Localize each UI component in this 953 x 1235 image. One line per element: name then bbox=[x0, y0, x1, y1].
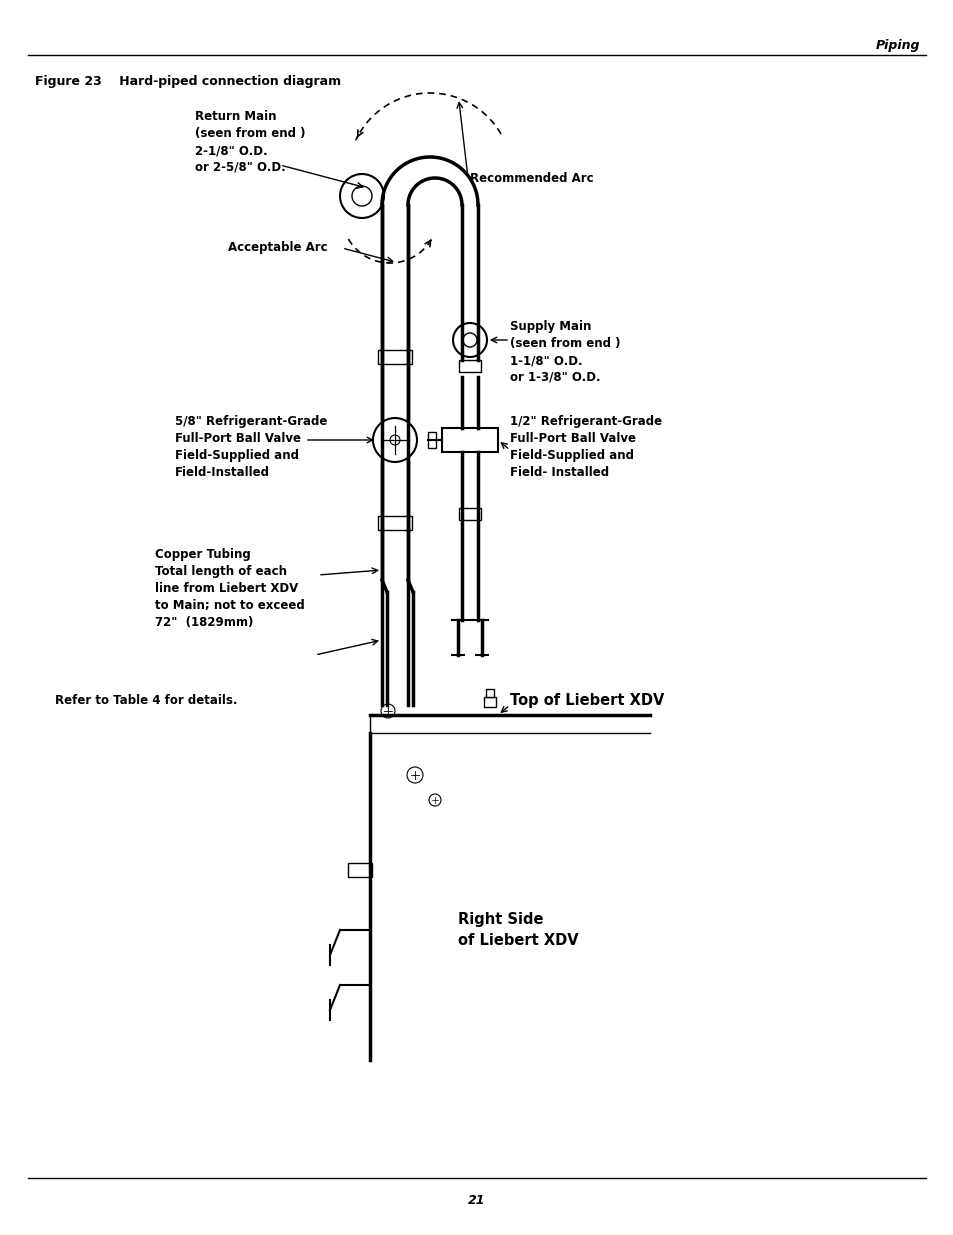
Text: Return Main
(seen from end )
2-1/8" O.D.
or 2-5/8" O.D.: Return Main (seen from end ) 2-1/8" O.D.… bbox=[194, 110, 305, 174]
Circle shape bbox=[407, 767, 422, 783]
Text: 5/8" Refrigerant-Grade
Full-Port Ball Valve
Field-Supplied and
Field-Installed: 5/8" Refrigerant-Grade Full-Port Ball Va… bbox=[174, 415, 327, 479]
Text: Refer to Table 4 for details.: Refer to Table 4 for details. bbox=[55, 694, 237, 706]
Bar bbox=[485, 689, 494, 697]
Bar bbox=[441, 429, 497, 452]
Text: Right Side
of Liebert XDV: Right Side of Liebert XDV bbox=[457, 911, 578, 948]
Text: Copper Tubing
Total length of each
line from Liebert XDV
to Main; not to exceed
: Copper Tubing Total length of each line … bbox=[154, 548, 304, 629]
Text: Piping: Piping bbox=[875, 40, 919, 53]
Text: Figure 23    Hard-piped connection diagram: Figure 23 Hard-piped connection diagram bbox=[35, 75, 341, 89]
Bar bbox=[377, 350, 412, 364]
Text: 1/2" Refrigerant-Grade
Full-Port Ball Valve
Field-Supplied and
Field- Installed: 1/2" Refrigerant-Grade Full-Port Ball Va… bbox=[510, 415, 661, 479]
Bar bbox=[348, 863, 372, 877]
Circle shape bbox=[453, 324, 486, 357]
Bar bbox=[377, 516, 412, 530]
Bar bbox=[458, 508, 480, 520]
Circle shape bbox=[380, 704, 395, 718]
Circle shape bbox=[373, 417, 416, 462]
Circle shape bbox=[339, 174, 384, 219]
Bar bbox=[483, 697, 496, 706]
Text: 21: 21 bbox=[468, 1193, 485, 1207]
Circle shape bbox=[429, 794, 440, 806]
Text: Recommended Arc: Recommended Arc bbox=[470, 172, 593, 184]
Circle shape bbox=[390, 435, 399, 445]
Bar bbox=[458, 359, 480, 372]
Text: Supply Main
(seen from end )
1-1/8" O.D.
or 1-3/8" O.D.: Supply Main (seen from end ) 1-1/8" O.D.… bbox=[510, 320, 619, 384]
Text: Top of Liebert XDV: Top of Liebert XDV bbox=[510, 693, 663, 708]
Bar bbox=[428, 432, 436, 448]
Text: Acceptable Arc: Acceptable Arc bbox=[228, 242, 327, 254]
